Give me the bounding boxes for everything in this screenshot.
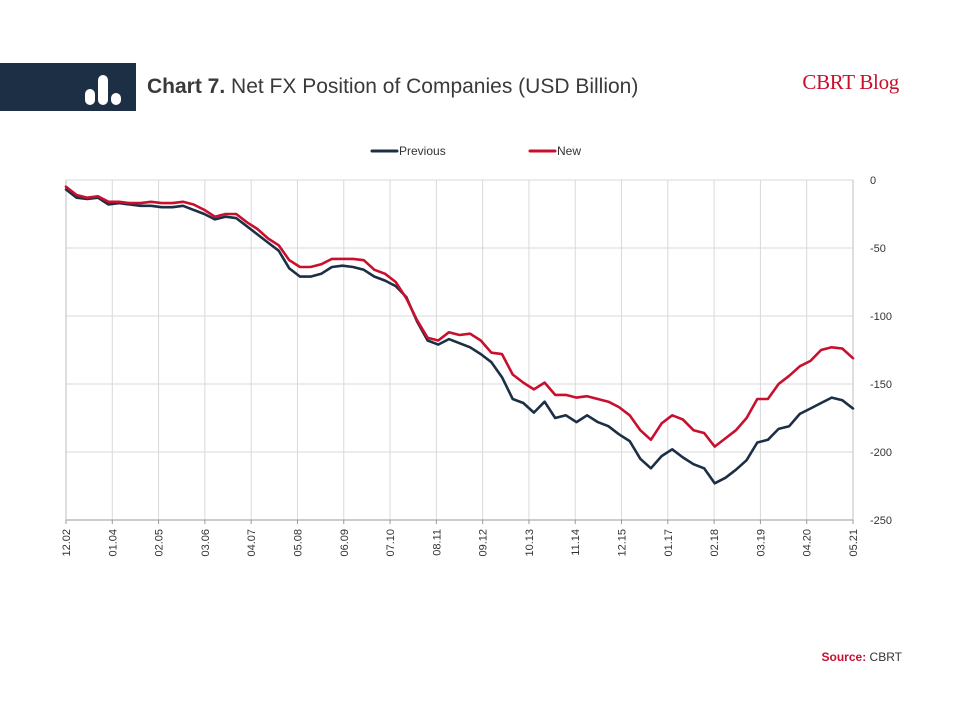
x-tick-label: 12.15 bbox=[617, 529, 629, 557]
x-tick-label: 02.05 bbox=[154, 529, 166, 557]
x-tick-label: 07.10 bbox=[385, 529, 397, 557]
chart-legend: Previous New bbox=[370, 144, 581, 158]
x-tick-label: 01.17 bbox=[663, 529, 675, 557]
header-band bbox=[0, 63, 136, 111]
x-tick-label: 12.02 bbox=[61, 529, 73, 557]
legend-label-previous: Previous bbox=[399, 144, 446, 158]
y-axis-ticks: 0 -50 -100 -150 -200 -250 bbox=[870, 175, 892, 527]
source-note: Source: CBRT bbox=[822, 650, 902, 664]
x-tick-label: 05.08 bbox=[292, 529, 304, 557]
x-tick-label: 10.13 bbox=[524, 529, 536, 557]
y-tick-label: -200 bbox=[870, 447, 892, 459]
x-tick-label: 06.09 bbox=[339, 529, 351, 557]
y-tick-label: -250 bbox=[870, 515, 892, 527]
plot-frame bbox=[65, 180, 854, 521]
y-tick-label: 0 bbox=[870, 175, 876, 187]
x-tick-label: 01.04 bbox=[107, 529, 119, 557]
chart-title-text: Net FX Position of Companies (USD Billio… bbox=[231, 75, 639, 98]
chart-series bbox=[64, 185, 855, 485]
chart-title: Chart 7. Net FX Position of Companies (U… bbox=[147, 75, 638, 99]
x-axis-ticks: 12.02 01.04 02.05 03.06 04.07 05.08 06.09 07.10… bbox=[61, 520, 860, 557]
x-tick-label: 05.21 bbox=[848, 529, 860, 557]
legend-label-new: New bbox=[557, 144, 581, 158]
source-label: Source: bbox=[821, 650, 867, 664]
x-tick-label: 04.07 bbox=[246, 529, 258, 557]
series-line-new bbox=[64, 185, 855, 448]
x-tick-label: 03.06 bbox=[200, 529, 212, 557]
y-tick-label: -100 bbox=[870, 311, 892, 323]
brand-logo: CBRT Blog bbox=[802, 70, 899, 94]
x-tick-label: 02.18 bbox=[709, 529, 721, 557]
x-tick-label: 08.11 bbox=[431, 529, 443, 556]
y-tick-label: -50 bbox=[870, 243, 886, 255]
bar-chart-icon bbox=[85, 75, 121, 105]
x-tick-label: 09.12 bbox=[478, 529, 490, 557]
x-tick-label: 03.19 bbox=[755, 529, 767, 557]
chart-number: Chart 7. bbox=[147, 75, 226, 98]
source-value: CBRT bbox=[869, 650, 902, 664]
y-tick-label: -150 bbox=[870, 379, 892, 391]
x-tick-label: 04.20 bbox=[802, 529, 814, 557]
series-line-previous bbox=[64, 188, 855, 485]
x-tick-label: 11.14 bbox=[570, 529, 582, 556]
